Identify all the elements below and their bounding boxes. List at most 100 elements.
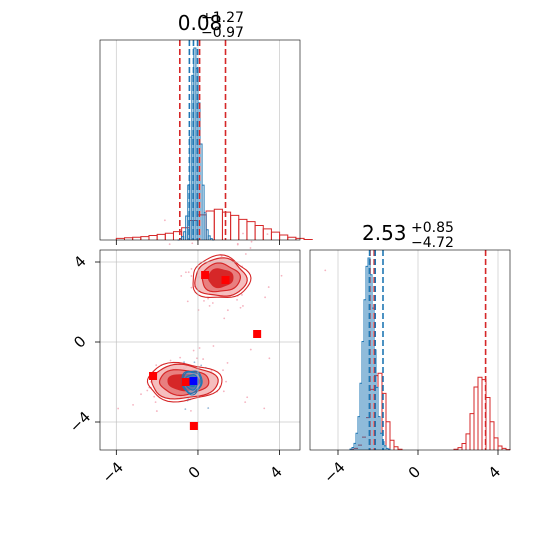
histogram-bar: [207, 235, 211, 240]
red-marker: [201, 271, 210, 279]
sample-point: [244, 401, 247, 404]
sample-point: [190, 409, 192, 412]
sample-point: [185, 271, 187, 274]
param1-title-plus: +1.27: [201, 10, 244, 26]
tick-label-x: 0: [185, 463, 204, 482]
panel-contour-frame: [99, 249, 301, 451]
panel-hist-param2-frame: [309, 249, 511, 451]
sample-point: [169, 359, 172, 362]
red-marker: [221, 276, 230, 284]
panel-hist-param1-quantiles: [178, 40, 227, 240]
sample-point: [239, 306, 242, 309]
tick-label-y: 0: [70, 332, 89, 351]
panel-contour-x-ticks: −4 0 4: [99, 450, 286, 487]
param1-title: 0.08: [178, 11, 223, 35]
tick-label-x: 4: [266, 463, 285, 482]
sample-point: [163, 219, 166, 222]
histogram-bar: [489, 421, 495, 450]
blue-marker: [189, 377, 198, 385]
sample-point: [264, 296, 267, 299]
histogram-bar: [387, 448, 391, 450]
sample-point: [200, 364, 203, 367]
sample-point: [180, 275, 183, 277]
red-marker: [189, 422, 198, 430]
tick-label-x: −4: [320, 458, 348, 486]
sample-point: [236, 242, 239, 245]
param2-title-plus: +0.85: [411, 220, 454, 236]
sample-point: [179, 356, 182, 359]
sample-point: [132, 403, 134, 406]
contour-outer: [192, 254, 252, 299]
sample-point: [210, 369, 213, 372]
sample-point: [196, 357, 198, 360]
sample-point: [250, 240, 253, 243]
sample-point: [324, 269, 327, 272]
red-marker: [181, 378, 190, 386]
sample-point: [223, 317, 226, 320]
panel-contour-markers: [149, 271, 262, 430]
sample-point: [193, 361, 196, 364]
sample-point: [202, 358, 205, 360]
tick-label-x: 0: [405, 463, 424, 482]
contour-outer: [146, 361, 223, 403]
panel-hist-param1-x-ticks: [115, 240, 280, 245]
panel-contour: −4 0 4 −4 0 4: [66, 211, 327, 487]
histogram-bar: [393, 446, 399, 450]
sample-point: [205, 211, 208, 214]
panel-contour-grid: [100, 250, 300, 450]
histogram-bar: [385, 421, 391, 450]
sample-point: [244, 253, 247, 255]
sample-point: [191, 242, 194, 245]
sample-point: [211, 302, 214, 304]
histogram-bar: [397, 448, 403, 450]
sample-point: [146, 389, 149, 392]
panel-hist-param2-x-ticks: −4 0 4: [320, 450, 504, 487]
sample-point: [117, 407, 120, 410]
tick-label-y: −4: [66, 408, 94, 436]
sample-point: [192, 349, 195, 352]
param1-title-minus: −0.97: [201, 25, 244, 41]
sample-point: [246, 396, 249, 399]
sample-point: [153, 395, 156, 398]
sample-point: [266, 233, 269, 235]
sample-point: [236, 298, 238, 301]
panel-hist-param1: 0.08 +1.27 −0.97: [99, 10, 313, 245]
sample-point: [263, 407, 266, 410]
panel-hist-param1-frame: [99, 39, 301, 241]
sample-point: [190, 267, 193, 270]
histogram-bar: [203, 212, 207, 240]
tick-label-x: −4: [99, 458, 127, 486]
sample-point: [184, 408, 187, 411]
sample-point: [212, 345, 215, 347]
sample-point: [207, 407, 210, 409]
sample-point: [249, 247, 252, 249]
sample-point: [140, 393, 142, 396]
sample-point: [203, 299, 205, 302]
sample-point: [198, 347, 201, 349]
sample-point: [190, 275, 193, 277]
sample-point: [208, 304, 211, 307]
tick-label-y: 4: [70, 252, 89, 271]
param2-title-value: 2.53: [362, 221, 407, 245]
tick-label-x: 4: [485, 463, 504, 482]
sample-point: [168, 243, 171, 246]
sample-point: [249, 348, 252, 351]
red-marker: [253, 330, 262, 338]
red-marker: [149, 372, 158, 380]
sample-point: [267, 286, 270, 288]
sample-point: [183, 361, 185, 364]
sample-point: [155, 410, 158, 412]
sample-point: [187, 271, 190, 274]
sample-point: [225, 380, 227, 383]
sample-point: [207, 297, 210, 300]
sample-point: [220, 255, 223, 258]
sample-point: [154, 401, 157, 404]
histogram-bar: [303, 238, 313, 240]
sample-point: [155, 364, 158, 367]
sample-point: [222, 369, 224, 372]
param2-title-minus: −4.72: [411, 235, 454, 251]
sample-point: [186, 300, 189, 303]
histogram-bar: [205, 229, 209, 240]
sample-point: [242, 232, 244, 235]
